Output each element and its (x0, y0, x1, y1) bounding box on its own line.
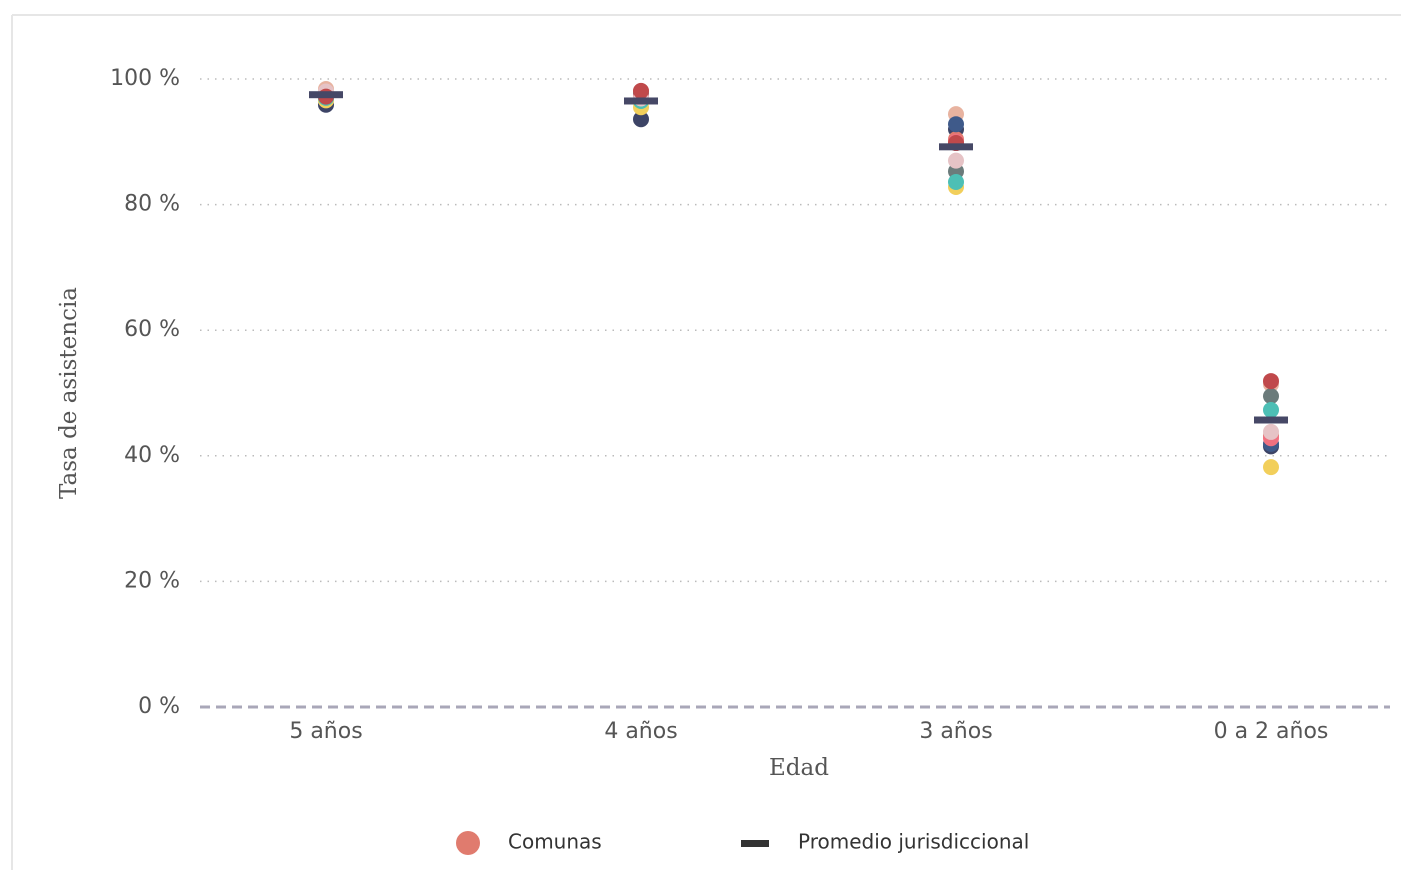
average-mark (939, 143, 973, 151)
y-axis-title: Tasa de asistencia (56, 287, 82, 499)
average-mark (1254, 416, 1288, 424)
legend-marker (741, 840, 769, 847)
x-tick-label: 4 años (604, 719, 677, 744)
x-axis-title: Edad (769, 755, 829, 781)
comuna-point (1263, 423, 1279, 440)
comuna-point (1263, 401, 1279, 418)
average-mark (624, 97, 658, 105)
comuna-point (948, 173, 964, 190)
comuna-point (948, 152, 964, 169)
y-tick-label: 0 % (138, 694, 180, 719)
comuna-point (948, 116, 964, 133)
comuna-point (633, 82, 649, 99)
comuna-point (1263, 459, 1279, 476)
comuna-point (1263, 388, 1279, 405)
comuna-point (633, 111, 649, 128)
y-tick-label: 100 % (110, 66, 180, 91)
y-tick-label: 20 % (124, 568, 180, 593)
legend-label: Comunas (508, 830, 602, 854)
average-mark (309, 91, 343, 99)
y-tick-label: 80 % (124, 192, 180, 217)
legend-label: Promedio jurisdiccional (798, 830, 1029, 854)
y-tick-label: 60 % (124, 317, 180, 342)
x-tick-label: 3 años (919, 719, 992, 744)
y-tick-label: 40 % (124, 443, 180, 468)
x-tick-label: 5 años (289, 719, 362, 744)
legend-marker (456, 831, 480, 855)
comuna-point (1263, 373, 1279, 390)
x-tick-label: 0 a 2 años (1214, 719, 1329, 744)
